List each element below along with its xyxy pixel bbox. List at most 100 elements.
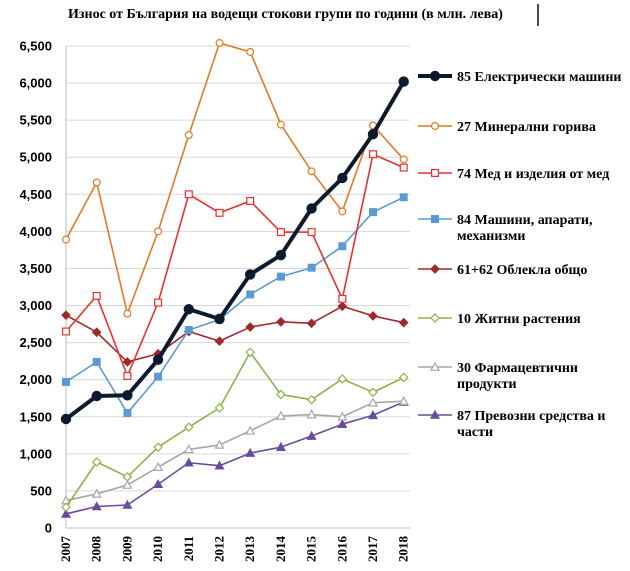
x-tick-label: 2011 <box>181 536 196 561</box>
data-point <box>92 291 101 300</box>
series-group <box>61 301 409 367</box>
data-point <box>91 390 102 402</box>
data-point <box>306 409 317 419</box>
data-point <box>430 264 440 274</box>
data-point <box>398 317 409 328</box>
data-point <box>246 290 255 299</box>
x-tick-label: 2018 <box>396 536 411 563</box>
data-point <box>276 120 285 129</box>
data-point <box>246 47 255 56</box>
data-point <box>153 442 163 453</box>
data-point <box>61 327 70 336</box>
data-point <box>215 39 224 48</box>
series-group <box>61 39 408 318</box>
legend-label: 87 Превозни средства и <box>457 409 605 424</box>
data-point <box>91 501 102 511</box>
series-line <box>65 153 405 377</box>
data-point <box>123 371 132 380</box>
data-point <box>369 208 378 217</box>
data-point <box>276 389 286 400</box>
series-line <box>65 305 404 363</box>
data-point <box>369 150 378 159</box>
data-point <box>215 208 224 217</box>
chart-title: Износ от България на водещи стокови груп… <box>68 7 503 22</box>
legend-item: 84 Машини, апарати,механизми <box>418 213 592 244</box>
data-point <box>92 178 101 187</box>
data-point <box>307 167 316 176</box>
data-point <box>122 499 133 509</box>
y-tick-label: 500 <box>30 483 52 498</box>
x-tick-label: 2010 <box>150 536 165 562</box>
x-tick-label: 2008 <box>89 536 104 563</box>
data-point <box>431 215 440 224</box>
series-group <box>61 150 408 380</box>
data-point <box>122 357 133 367</box>
data-point <box>183 444 194 454</box>
data-point <box>154 298 163 307</box>
data-point <box>306 430 317 440</box>
legend-label: 61+62 Облекла общо <box>457 263 587 278</box>
x-tick-label: 2009 <box>119 536 134 563</box>
data-point <box>337 172 348 184</box>
data-point <box>214 403 225 413</box>
data-point <box>183 422 194 432</box>
data-point <box>183 457 194 467</box>
legend-label: 85 Електрически машини <box>457 70 621 85</box>
data-point <box>337 411 348 421</box>
x-tick-label: 2007 <box>58 536 73 563</box>
legend-item: 85 Електрически машини <box>418 70 621 85</box>
data-point <box>429 409 441 419</box>
data-point <box>153 479 164 489</box>
data-point <box>306 203 317 214</box>
legend-item: 61+62 Облекла общо <box>418 263 587 278</box>
y-axis-ticks: 0 500 1,000 1,500 2,000 2,500 3,000 3,500 4,000 4… <box>19 39 52 536</box>
data-point <box>60 413 72 425</box>
data-point <box>123 309 132 318</box>
series-group <box>61 347 409 513</box>
series-line <box>65 196 405 414</box>
data-point <box>214 313 225 325</box>
data-point <box>306 394 317 405</box>
legend-label: механизми <box>457 229 525 244</box>
legend-item: 10 Житни растения <box>418 312 581 327</box>
y-tick-label: 2,500 <box>19 335 52 350</box>
data-point <box>367 397 379 407</box>
legend-label: 30 Фармацевтични <box>457 361 578 376</box>
data-point <box>429 361 441 371</box>
data-point <box>183 304 194 315</box>
data-point <box>429 70 441 82</box>
data-point <box>154 227 163 236</box>
data-point <box>399 163 408 172</box>
series-group <box>60 76 409 425</box>
data-point <box>306 318 317 329</box>
series-line <box>65 401 405 515</box>
data-point <box>275 441 286 451</box>
data-point <box>337 418 348 428</box>
data-point <box>153 461 164 471</box>
y-tick-label: 0 <box>45 521 52 536</box>
data-point <box>152 354 164 365</box>
series-line <box>65 400 404 502</box>
legend-label: 84 Машини, апарати, <box>457 213 592 228</box>
data-point <box>91 457 102 467</box>
y-tick-label: 3,500 <box>19 261 52 276</box>
data-point <box>398 76 409 87</box>
data-point <box>92 357 101 366</box>
data-point <box>337 301 348 312</box>
y-tick-label: 3,000 <box>19 298 52 313</box>
y-tick-label: 1,500 <box>19 409 52 424</box>
legend-label: продукти <box>457 377 517 392</box>
data-point <box>399 193 408 202</box>
data-point <box>122 471 133 482</box>
data-point <box>399 155 408 164</box>
x-tick-label: 2016 <box>334 536 349 563</box>
series-group <box>60 396 409 518</box>
legend-label: 74 Мед и изделия от мед <box>457 167 609 182</box>
y-tick-label: 5,000 <box>19 150 52 165</box>
y-tick-label: 4,000 <box>19 224 52 239</box>
data-point <box>61 377 70 386</box>
data-point <box>91 488 102 498</box>
data-point <box>91 327 102 338</box>
